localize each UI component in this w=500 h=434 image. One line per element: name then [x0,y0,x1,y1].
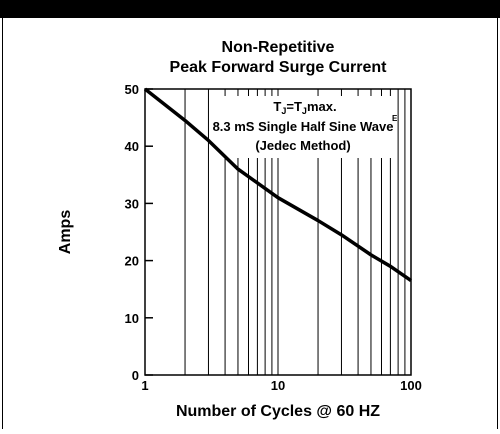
chart-title: Peak Forward Surge Current [170,59,388,76]
x-tick-label: 100 [400,378,422,393]
plot-frame [144,88,412,376]
annotation-superscript: E [392,114,398,123]
annotation-part: J [302,106,307,116]
annotation-box [215,96,393,158]
annotation-part: T [273,99,281,114]
annotation: TJ=TJmax. [273,99,336,116]
header-bar [0,0,500,18]
y-tick-label: 30 [125,196,139,211]
y-tick-label: 20 [125,254,139,269]
line-series [143,87,412,283]
y-tick-label: 10 [125,311,139,326]
annotation: (Jedec Method) [255,138,350,153]
x-tick-label: 1 [141,378,148,393]
annotation-part: J [281,106,286,116]
annotation: 8.3 mS Single Half Sine Wave [213,119,394,134]
y-tick-label: 0 [132,368,139,383]
y-axis-label: Amps [57,210,74,255]
y-tick-label: 50 [125,82,139,97]
x-axis-label: Number of Cycles @ 60 HZ [176,403,380,420]
annotation-part: =T [286,99,302,114]
chart-title: Non-Repetitive [222,39,335,56]
annotation-part: max. [307,99,337,114]
x-tick-label: 10 [271,378,285,393]
y-tick-label: 40 [125,139,139,154]
